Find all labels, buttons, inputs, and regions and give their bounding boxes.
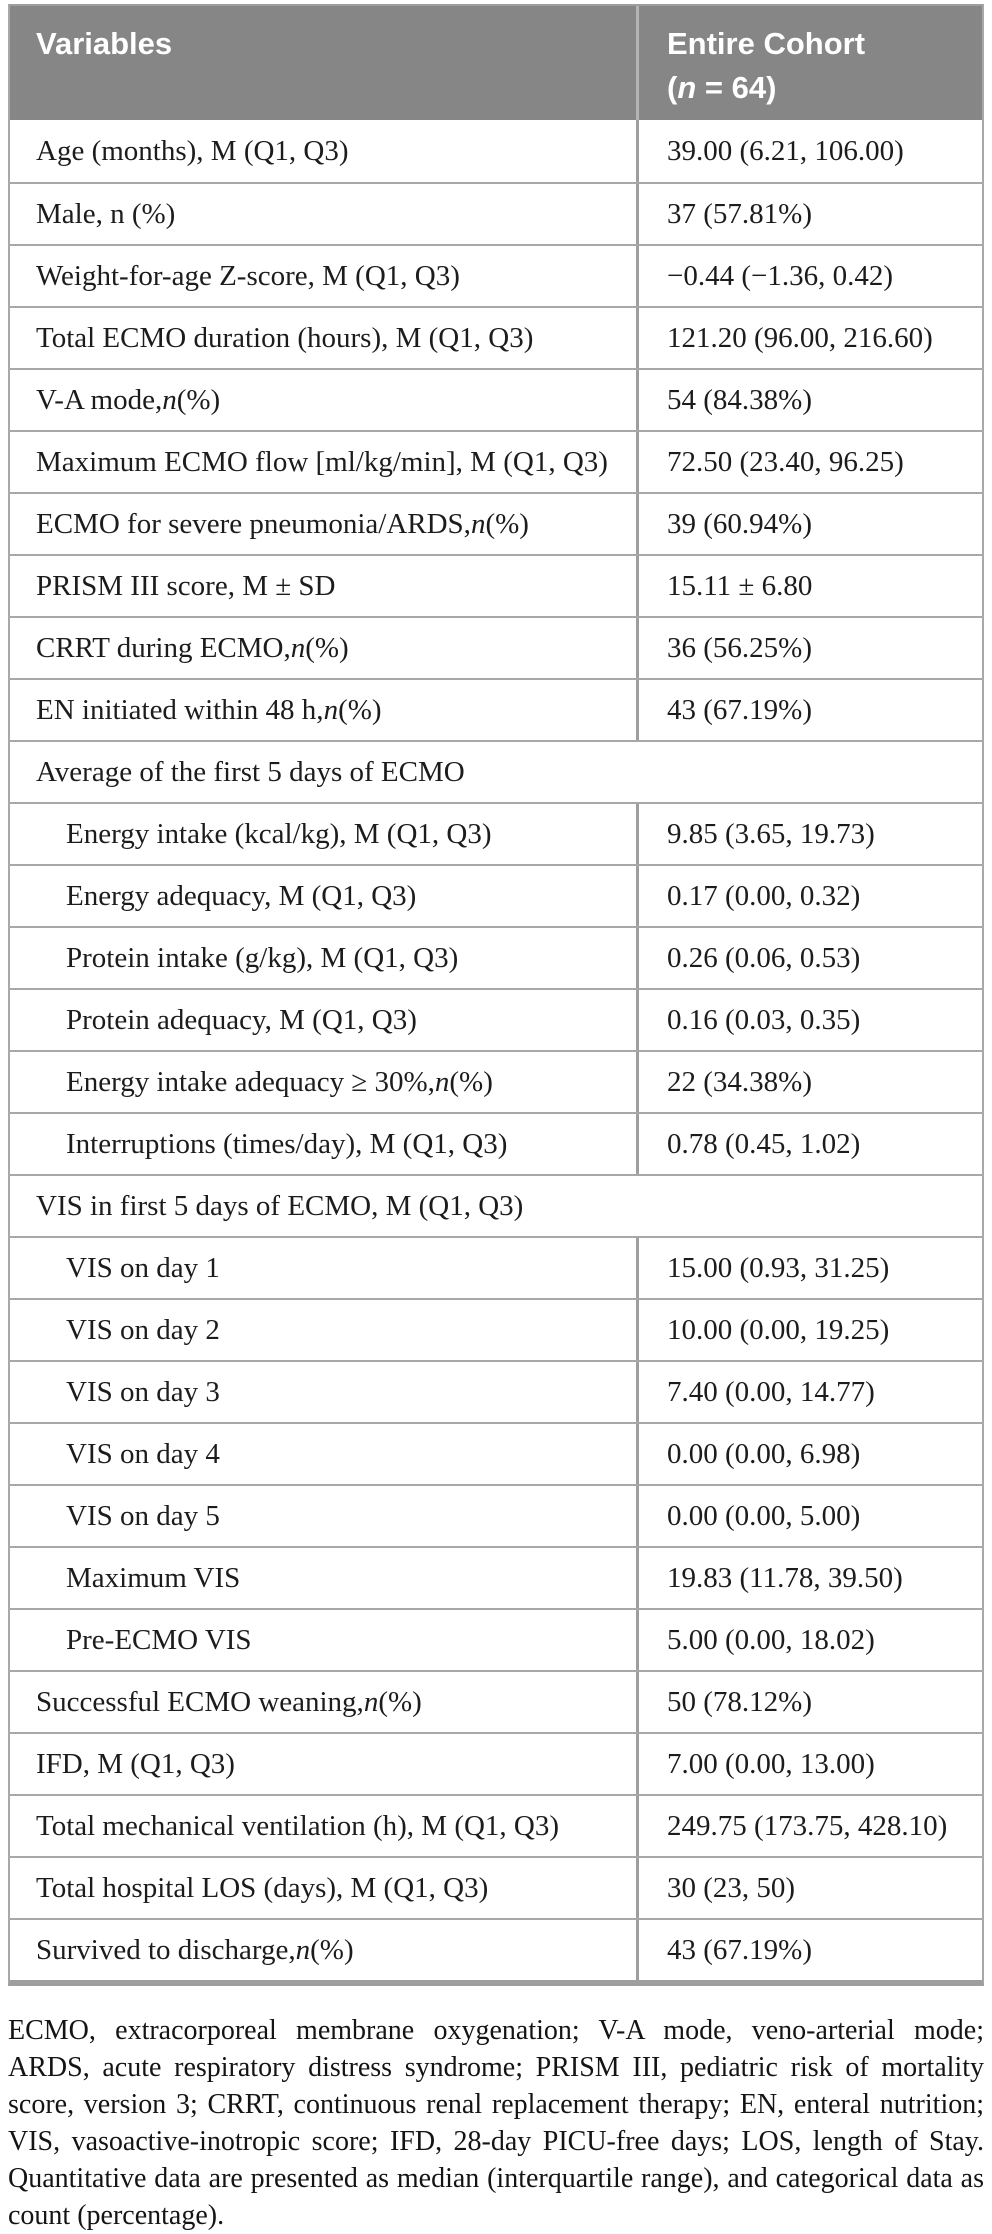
row-label: EN initiated within 48 h, n (%) <box>36 693 382 726</box>
row-label: Age (months), M (Q1, Q3) <box>36 134 349 167</box>
table-row: EN initiated within 48 h, n (%) 43 (67.1… <box>10 678 982 740</box>
table-row: VIS on day 2 10.00 (0.00, 19.25) <box>10 1298 982 1360</box>
column-header-entire-cohort: Entire Cohort (n = 64) <box>636 6 982 120</box>
row-value: 39 (60.94%) <box>636 494 982 554</box>
table-row: Pre-ECMO VIS 5.00 (0.00, 18.02) <box>10 1608 982 1670</box>
row-label: VIS on day 4 <box>66 1437 220 1470</box>
row-value: 0.16 (0.03, 0.35) <box>636 990 982 1050</box>
table-row: VIS on day 5 0.00 (0.00, 5.00) <box>10 1484 982 1546</box>
row-value: 72.50 (23.40, 96.25) <box>636 432 982 492</box>
table-header-row: Variables Entire Cohort (n = 64) <box>10 6 982 120</box>
row-label: CRRT during ECMO, n (%) <box>36 631 349 664</box>
section-row: Average of the first 5 days of ECMO <box>10 740 982 802</box>
row-value: 121.20 (96.00, 216.60) <box>636 308 982 368</box>
table-row: Total mechanical ventilation (h), M (Q1,… <box>10 1794 982 1856</box>
row-label: Total hospital LOS (days), M (Q1, Q3) <box>36 1871 489 1904</box>
table-row: Total ECMO duration (hours), M (Q1, Q3) … <box>10 306 982 368</box>
table-row: Energy intake adequacy ≥ 30%, n (%) 22 (… <box>10 1050 982 1112</box>
row-value: 15.11 ± 6.80 <box>636 556 982 616</box>
row-value: 249.75 (173.75, 428.10) <box>636 1796 982 1856</box>
row-label: Energy adequacy, M (Q1, Q3) <box>66 879 417 912</box>
row-label: Energy intake adequacy ≥ 30%, n (%) <box>66 1065 493 1098</box>
row-label: Maximum ECMO flow [ml/kg/min], M (Q1, Q3… <box>36 445 608 478</box>
row-label: Protein intake (g/kg), M (Q1, Q3) <box>66 941 459 974</box>
row-label: Energy intake (kcal/kg), M (Q1, Q3) <box>66 817 492 850</box>
table-row: Maximum VIS 19.83 (11.78, 39.50) <box>10 1546 982 1608</box>
table-row: Protein intake (g/kg), M (Q1, Q3) 0.26 (… <box>10 926 982 988</box>
row-label: Survived to discharge, n (%) <box>36 1933 354 1966</box>
table-row: Energy adequacy, M (Q1, Q3) 0.17 (0.00, … <box>10 864 982 926</box>
row-label: VIS in first 5 days of ECMO, M (Q1, Q3) <box>36 1189 524 1222</box>
table-row: ECMO for severe pneumonia/ARDS, n (%) 39… <box>10 492 982 554</box>
row-value: −0.44 (−1.36, 0.42) <box>636 246 982 306</box>
table-row: IFD, M (Q1, Q3) 7.00 (0.00, 13.00) <box>10 1732 982 1794</box>
row-value: 43 (67.19%) <box>636 680 982 740</box>
row-label: V-A mode, n (%) <box>36 383 221 416</box>
table-row: V-A mode, n (%) 54 (84.38%) <box>10 368 982 430</box>
row-label: VIS on day 1 <box>66 1251 220 1284</box>
row-label: Total mechanical ventilation (h), M (Q1,… <box>36 1809 560 1842</box>
row-label: Average of the first 5 days of ECMO <box>36 755 465 788</box>
row-value: 10.00 (0.00, 19.25) <box>636 1300 982 1360</box>
row-value: 30 (23, 50) <box>636 1858 982 1918</box>
row-label: VIS on day 3 <box>66 1375 220 1408</box>
row-value: 0.00 (0.00, 6.98) <box>636 1424 982 1484</box>
row-value: 0.00 (0.00, 5.00) <box>636 1486 982 1546</box>
table-row: Protein adequacy, M (Q1, Q3) 0.16 (0.03,… <box>10 988 982 1050</box>
row-label: Maximum VIS <box>66 1561 241 1594</box>
cohort-characteristics-table: Variables Entire Cohort (n = 64) Age (mo… <box>8 4 984 1986</box>
row-value: 54 (84.38%) <box>636 370 982 430</box>
table-row: Total hospital LOS (days), M (Q1, Q3) 30… <box>10 1856 982 1918</box>
table-row: CRRT during ECMO, n (%) 36 (56.25%) <box>10 616 982 678</box>
row-label: Interruptions (times/day), M (Q1, Q3) <box>66 1127 508 1160</box>
table-body: Age (months), M (Q1, Q3) 39.00 (6.21, 10… <box>10 120 982 1980</box>
table-row: Energy intake (kcal/kg), M (Q1, Q3) 9.85… <box>10 802 982 864</box>
row-label: Protein adequacy, M (Q1, Q3) <box>66 1003 417 1036</box>
column-header-variables: Variables <box>36 26 173 61</box>
row-label: Weight-for-age Z-score, M (Q1, Q3) <box>36 259 460 292</box>
table-footnote: ECMO, extracorporeal membrane oxygenatio… <box>8 2015 984 2231</box>
table-row: Male, n (%) 37 (57.81%) <box>10 182 982 244</box>
table-row: Maximum ECMO flow [ml/kg/min], M (Q1, Q3… <box>10 430 982 492</box>
row-value: 0.78 (0.45, 1.02) <box>636 1114 982 1174</box>
row-value: 50 (78.12%) <box>636 1672 982 1732</box>
row-label: Total ECMO duration (hours), M (Q1, Q3) <box>36 321 534 354</box>
row-value: 37 (57.81%) <box>636 184 982 244</box>
row-label: Pre-ECMO VIS <box>66 1623 252 1656</box>
row-label: VIS on day 5 <box>66 1499 220 1532</box>
row-value: 43 (67.19%) <box>636 1920 982 1980</box>
row-label: VIS on day 2 <box>66 1313 220 1346</box>
table-row: Interruptions (times/day), M (Q1, Q3) 0.… <box>10 1112 982 1174</box>
row-value: 36 (56.25%) <box>636 618 982 678</box>
row-value: 19.83 (11.78, 39.50) <box>636 1548 982 1608</box>
row-label: Male, n (%) <box>36 197 176 230</box>
row-value: 5.00 (0.00, 18.02) <box>636 1610 982 1670</box>
paper-table-page: Variables Entire Cohort (n = 64) Age (mo… <box>8 4 984 2231</box>
table-row: Survived to discharge, n (%) 43 (67.19%) <box>10 1918 982 1980</box>
row-value: 9.85 (3.65, 19.73) <box>636 804 982 864</box>
row-label: PRISM III score, M ± SD <box>36 569 336 602</box>
table-row: VIS on day 3 7.40 (0.00, 14.77) <box>10 1360 982 1422</box>
row-value: 39.00 (6.21, 106.00) <box>636 120 982 182</box>
table-row: PRISM III score, M ± SD 15.11 ± 6.80 <box>10 554 982 616</box>
cohort-header-line1: Entire Cohort <box>667 26 866 61</box>
row-label: Successful ECMO weaning, n (%) <box>36 1685 422 1718</box>
cohort-header-line2: (n = 64) <box>667 70 777 105</box>
row-label: IFD, M (Q1, Q3) <box>36 1747 235 1780</box>
table-row: Weight-for-age Z-score, M (Q1, Q3) −0.44… <box>10 244 982 306</box>
section-row: VIS in first 5 days of ECMO, M (Q1, Q3) <box>10 1174 982 1236</box>
row-value: 15.00 (0.93, 31.25) <box>636 1238 982 1298</box>
row-value: 7.40 (0.00, 14.77) <box>636 1362 982 1422</box>
row-value: 22 (34.38%) <box>636 1052 982 1112</box>
row-value: 7.00 (0.00, 13.00) <box>636 1734 982 1794</box>
row-value: 0.17 (0.00, 0.32) <box>636 866 982 926</box>
table-row: VIS on day 4 0.00 (0.00, 6.98) <box>10 1422 982 1484</box>
table-row: VIS on day 1 15.00 (0.93, 31.25) <box>10 1236 982 1298</box>
table-row: Successful ECMO weaning, n (%) 50 (78.12… <box>10 1670 982 1732</box>
row-value: 0.26 (0.06, 0.53) <box>636 928 982 988</box>
row-label: ECMO for severe pneumonia/ARDS, n (%) <box>36 507 529 540</box>
table-row: Age (months), M (Q1, Q3) 39.00 (6.21, 10… <box>10 120 982 182</box>
